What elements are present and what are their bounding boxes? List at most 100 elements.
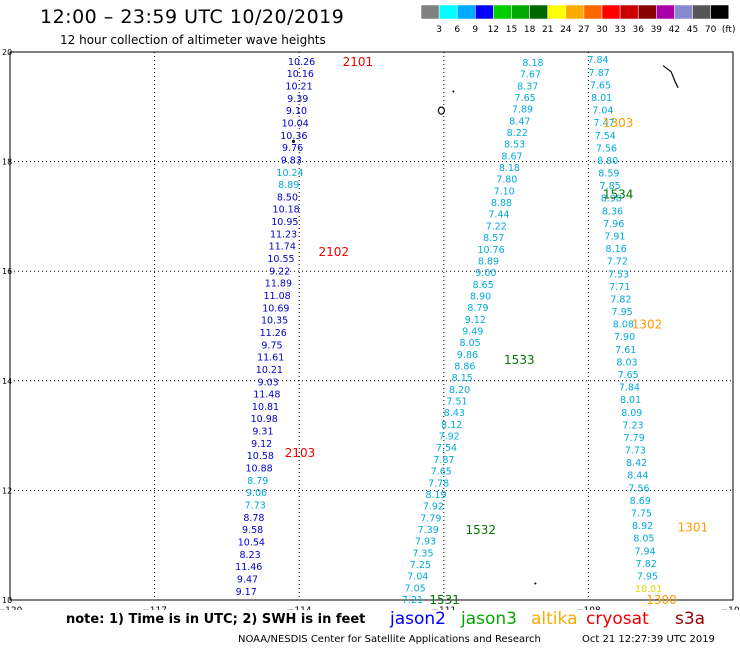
wave-height-value: 9.47 [237, 574, 258, 585]
y-tick-label: 16 [2, 267, 12, 276]
wave-height-value: 8.44 [627, 471, 648, 482]
wave-height-value: 10.69 [262, 303, 289, 314]
wave-height-value: 7.71 [609, 282, 630, 293]
color-legend: 3 6 9 12 15 18 21 24 27 30 33 36 39 42 45 70 (ft) [420, 4, 736, 35]
wave-height-value: 7.73 [625, 446, 646, 457]
x-tick-label: −117 [142, 606, 167, 610]
wave-height-value: 9.86 [457, 350, 478, 361]
legend-label: 33 [614, 25, 625, 35]
wave-height-value: 8.23 [239, 550, 260, 561]
wave-height-value: 9.31 [252, 427, 273, 438]
pass-label: 2103 [285, 446, 316, 460]
wave-height-value: 10.18 [273, 205, 300, 216]
wave-height-value: 7.22 [486, 221, 507, 232]
wave-height-value: 10.01 [635, 584, 662, 595]
x-tick-label: −111 [431, 606, 456, 610]
wave-height-value: 10.36 [280, 131, 307, 142]
wave-height-value: 7.54 [595, 131, 616, 142]
wave-height-value: 7.51 [446, 397, 467, 408]
wave-height-value: 8.65 [473, 280, 494, 291]
wave-height-value: 10.21 [285, 82, 312, 93]
island [291, 139, 295, 143]
y-tick-label: 10 [2, 596, 12, 605]
wave-height-value: 7.93 [415, 537, 436, 548]
page-subtitle: 12 hour collection of altimeter wave hei… [60, 33, 326, 47]
wave-height-value: 11.46 [235, 562, 262, 573]
wave-height-value: 7.47 [593, 118, 614, 129]
wave-height-value: 8.92 [632, 521, 653, 532]
wave-height-value: 7.67 [520, 70, 541, 81]
wave-height-value: 9.12 [465, 315, 486, 326]
wave-height-value: 7.10 [494, 186, 515, 197]
wave-height-value: 8.43 [444, 408, 465, 419]
wave-height-value: 7.87 [433, 455, 454, 466]
wave-height-value: 11.89 [265, 279, 292, 290]
wave-height-value: 8.18 [499, 163, 520, 174]
wave-height-value: 10.16 [287, 69, 314, 80]
pass-label: 1303 [603, 116, 634, 130]
wave-height-value: 7.39 [418, 525, 439, 536]
wave-height-value: 8.86 [454, 362, 475, 373]
wave-height-value: 7.73 [245, 501, 266, 512]
pass-label: 1531 [429, 593, 460, 607]
wave-height-value: 10.76 [477, 245, 504, 256]
wave-height-value: 8.78 [243, 513, 264, 524]
pass-label: 1300 [646, 593, 677, 607]
wave-height-value: 8.05 [633, 534, 654, 545]
sat-jason3: jason3 [461, 609, 517, 629]
wave-height-value: 10.35 [261, 316, 288, 327]
wave-height-value: 7.80 [496, 175, 517, 186]
wave-height-value: 7.04 [407, 572, 428, 583]
y-tick-label: 14 [2, 377, 12, 386]
legend-label: 6 [454, 25, 460, 35]
wave-height-value: 7.04 [592, 106, 613, 117]
wave-height-map: −120 −117 −114 −111 −108 −105 10 12 14 16 18 20 10.2… [0, 48, 740, 610]
wave-height-value: 10.81 [252, 402, 279, 413]
track-1300-1303: 7.847.877.658.017.047.477.547.568.808.59… [587, 55, 662, 595]
wave-height-value: 7.53 [608, 269, 629, 280]
y-tick-label: 20 [2, 48, 12, 57]
legend-label: 27 [578, 25, 589, 35]
wave-height-value: 7.91 [604, 231, 625, 242]
wave-height-value: 9.39 [287, 94, 308, 105]
wave-height-value: 8.05 [460, 338, 481, 349]
wave-height-value: 7.96 [603, 219, 624, 230]
legend-label: 45 [687, 25, 698, 35]
wave-height-value: 7.75 [631, 508, 652, 519]
wave-height-value: 7.21 [402, 595, 423, 606]
wave-height-value: 10.26 [288, 57, 315, 68]
wave-height-value: 8.18 [522, 58, 543, 69]
legend-label: 3 [436, 25, 442, 35]
wave-height-value: 9.12 [251, 439, 272, 450]
wave-height-value: 8.79 [467, 303, 488, 314]
wave-height-value: 8.19 [425, 490, 446, 501]
note-text: note: 1) Time is in UTC; 2) SWH is in fe… [66, 612, 366, 627]
legend-label: (ft) [722, 25, 736, 35]
wave-height-value: 8.15 [452, 373, 473, 384]
wave-height-value: 9.58 [242, 525, 263, 536]
wave-height-value: 10.24 [276, 168, 303, 179]
sat-cryosat: cryosat [586, 609, 649, 629]
wave-height-value: 7.56 [596, 143, 617, 154]
wave-height-value: 8.67 [501, 151, 522, 162]
wave-height-value: 8.03 [616, 357, 637, 368]
wave-height-value: 7.79 [420, 513, 441, 524]
legend-label: 15 [506, 25, 517, 35]
wave-height-value: 8.08 [613, 320, 634, 331]
legend-label: 9 [472, 25, 478, 35]
pass-label: 2102 [318, 245, 349, 259]
wave-height-value: 9.00 [475, 268, 496, 279]
x-tick-label: −108 [576, 606, 601, 610]
wave-height-value: 8.22 [507, 128, 528, 139]
wave-height-value: 7.85 [600, 181, 621, 192]
wave-height-value: 10.55 [267, 254, 294, 265]
wave-height-value: 10.04 [282, 118, 309, 129]
wave-height-value: 9.17 [236, 587, 257, 598]
wave-height-value: 8.36 [602, 206, 623, 217]
pass-label: 1301 [678, 521, 709, 535]
y-tick-label: 18 [2, 158, 12, 167]
wave-height-value: 7.78 [428, 478, 449, 489]
wave-height-value: 8.47 [509, 116, 530, 127]
wave-height-value: 7.92 [439, 432, 460, 443]
footer-timestamp: Oct 21 12:27:39 UTC 2019 [582, 634, 715, 645]
